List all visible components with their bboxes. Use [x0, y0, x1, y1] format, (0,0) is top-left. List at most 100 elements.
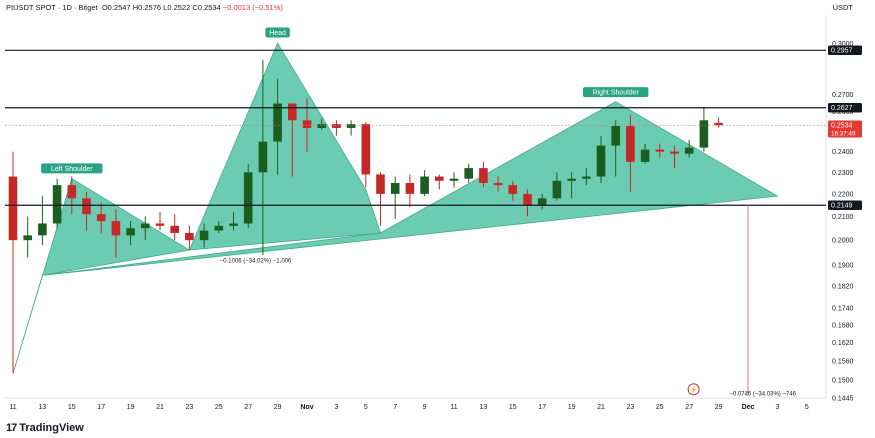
candle-body [8, 176, 18, 241]
candle-body [435, 176, 444, 181]
x-tick-label: 21 [597, 404, 605, 411]
candle-body [288, 103, 297, 121]
candle-body [655, 149, 665, 152]
candle-body [479, 168, 488, 183]
x-tick-label: 27 [244, 404, 252, 411]
y-tick-label: 0.2000 [832, 238, 854, 245]
y-tick-label: 0.2100 [832, 214, 854, 221]
candle-body [126, 228, 135, 236]
x-tick-label: 3 [334, 404, 338, 411]
x-tick-label: Nov [300, 404, 313, 411]
tradingview-brand[interactable]: 17 TradingView [6, 422, 84, 434]
x-tick-label: 13 [480, 404, 488, 411]
brand-name: TradingView [19, 422, 84, 434]
x-tick-label: 17 [97, 404, 105, 411]
candle-body [537, 198, 547, 206]
candle-body [111, 221, 121, 236]
candle-body [699, 120, 709, 148]
pattern-label-text: Left Shoulder [51, 166, 93, 173]
x-tick-label: Dec [742, 404, 755, 411]
pattern-label-box [41, 163, 103, 174]
candle-body [346, 124, 356, 128]
candle-body [582, 176, 591, 179]
y-tick-label: 0.3000 [832, 41, 854, 48]
x-tick-label: 19 [127, 404, 135, 411]
y-tick-label: 0.1560 [832, 358, 854, 365]
candle-body [464, 168, 473, 179]
symbol-name[interactable]: PIUSDT SPOT [6, 3, 56, 12]
close-value: C0.2534 [192, 3, 221, 12]
pattern-triangle-2 [42, 101, 779, 276]
candle-body [361, 124, 371, 175]
price-tag-0.2149: 0.2149 [828, 200, 862, 210]
x-tick-label: 25 [215, 404, 223, 411]
pattern-triangle-1 [188, 42, 382, 251]
candle-body [611, 126, 620, 146]
x-tick-label: 29 [274, 404, 282, 411]
candle-body [23, 235, 32, 241]
x-tick-label: 13 [39, 404, 47, 411]
candle-body [684, 147, 694, 154]
lightning-icon: ⚡ [687, 383, 700, 396]
candle-body [38, 223, 47, 236]
interval[interactable]: 1D [62, 3, 72, 12]
y-tick-label: 0.1500 [832, 377, 854, 384]
x-tick-label: 19 [568, 404, 576, 411]
candle-body [273, 103, 282, 142]
candle-body [493, 182, 503, 186]
price-tag-0.2627: 0.2627 [828, 102, 862, 113]
chart-header: PIUSDT SPOT · 1D · Bitget O0.2547 H0.2576 L0… [6, 3, 283, 12]
pattern-label-left-shoulder: Left Shoulder [41, 163, 103, 174]
x-tick-label: 5 [805, 404, 809, 411]
candle-body [155, 223, 165, 226]
exchange: Bitget [78, 3, 98, 12]
tradingview-logo-icon: 17 [6, 422, 17, 434]
candle-body [258, 141, 268, 173]
pattern-label-head: Head [265, 27, 290, 38]
y-tick-label: 0.2400 [832, 149, 854, 156]
candle-body [185, 232, 194, 241]
x-tick-label: 7 [393, 404, 397, 411]
price-chart[interactable]: −0.1006 (−34.02%) −1,006 −0.0746 (−34.03%… [0, 0, 875, 420]
high-value: H0.2576 [132, 3, 162, 12]
quote-unit[interactable]: USDT [832, 3, 853, 12]
candle-body [302, 120, 312, 128]
candle-body [229, 223, 238, 226]
candle-body [141, 223, 150, 229]
pattern-label-box [583, 87, 649, 98]
x-tick-label: 11 [450, 404, 457, 411]
pattern-label-right-shoulder: Right Shoulder [583, 87, 649, 98]
x-tick-label: 15 [68, 404, 76, 411]
measure-label-1: −0.0746 (−34.03%) −746 [729, 391, 796, 397]
candle-body [243, 172, 253, 224]
candle-body [390, 182, 400, 194]
price-tag-value: 0.2957 [831, 48, 853, 55]
candle-body [714, 122, 723, 126]
candle-body [596, 145, 606, 177]
candle-body [317, 124, 326, 128]
alert-icon-ring [687, 383, 700, 396]
y-tick-label: 0.1820 [832, 283, 854, 290]
candle-body [567, 178, 576, 181]
x-tick-label: 29 [715, 404, 723, 411]
candle-body [52, 185, 62, 224]
candle-body [332, 124, 341, 128]
price-tag-value: 0.2534 [831, 123, 853, 130]
price-tag-countdown: 16:37:49 [831, 130, 856, 137]
candle-body [376, 174, 385, 194]
y-tick-label: 0.1680 [832, 322, 854, 329]
y-tick-label: 0.1900 [832, 263, 854, 270]
pattern-label-box [265, 27, 290, 38]
x-tick-label: 3 [775, 404, 779, 411]
price-tag-box [828, 200, 862, 210]
y-tick-label: 0.1620 [832, 340, 854, 347]
x-tick-label: 5 [364, 404, 368, 411]
y-tick-label: 0.2200 [832, 191, 854, 198]
y-tick-label: 0.2700 [832, 92, 854, 99]
candle-body [67, 185, 77, 199]
x-tick-label: 17 [538, 404, 546, 411]
candle-body [552, 180, 562, 199]
pattern-label-text: Right Shoulder [593, 89, 640, 96]
price-tag-value: 0.2627 [831, 105, 853, 112]
